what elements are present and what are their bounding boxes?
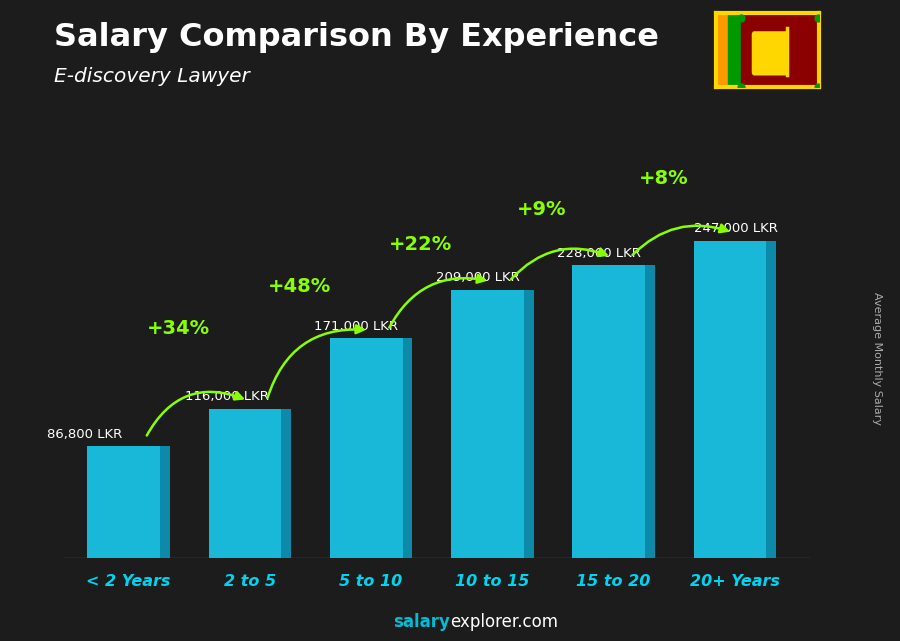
Text: 228,000 LKR: 228,000 LKR — [557, 247, 641, 260]
Text: 86,800 LKR: 86,800 LKR — [47, 428, 122, 440]
Polygon shape — [282, 409, 291, 558]
Text: Salary Comparison By Experience: Salary Comparison By Experience — [54, 22, 659, 53]
FancyBboxPatch shape — [572, 265, 645, 558]
Text: 209,000 LKR: 209,000 LKR — [436, 271, 519, 284]
Text: Average Monthly Salary: Average Monthly Salary — [872, 292, 883, 426]
FancyBboxPatch shape — [329, 338, 402, 558]
Bar — [742, 13, 819, 87]
Bar — [728, 13, 742, 87]
FancyBboxPatch shape — [752, 31, 788, 76]
FancyBboxPatch shape — [694, 241, 766, 558]
Polygon shape — [645, 265, 655, 558]
Text: +9%: +9% — [518, 200, 567, 219]
Polygon shape — [524, 290, 534, 558]
Text: explorer.com: explorer.com — [450, 613, 558, 631]
Text: +48%: +48% — [268, 277, 331, 296]
Bar — [716, 13, 728, 87]
Polygon shape — [402, 338, 412, 558]
Text: +34%: +34% — [147, 319, 210, 338]
Text: 247,000 LKR: 247,000 LKR — [694, 222, 778, 235]
Text: E-discovery Lawyer: E-discovery Lawyer — [54, 67, 250, 87]
Polygon shape — [766, 241, 776, 558]
FancyBboxPatch shape — [451, 290, 524, 558]
Text: salary: salary — [393, 613, 450, 631]
Text: +8%: +8% — [638, 169, 689, 188]
Text: 171,000 LKR: 171,000 LKR — [314, 320, 399, 333]
Text: +22%: +22% — [389, 235, 453, 254]
Text: 116,000 LKR: 116,000 LKR — [184, 390, 268, 403]
FancyBboxPatch shape — [87, 446, 160, 558]
Polygon shape — [160, 446, 170, 558]
FancyBboxPatch shape — [209, 409, 282, 558]
